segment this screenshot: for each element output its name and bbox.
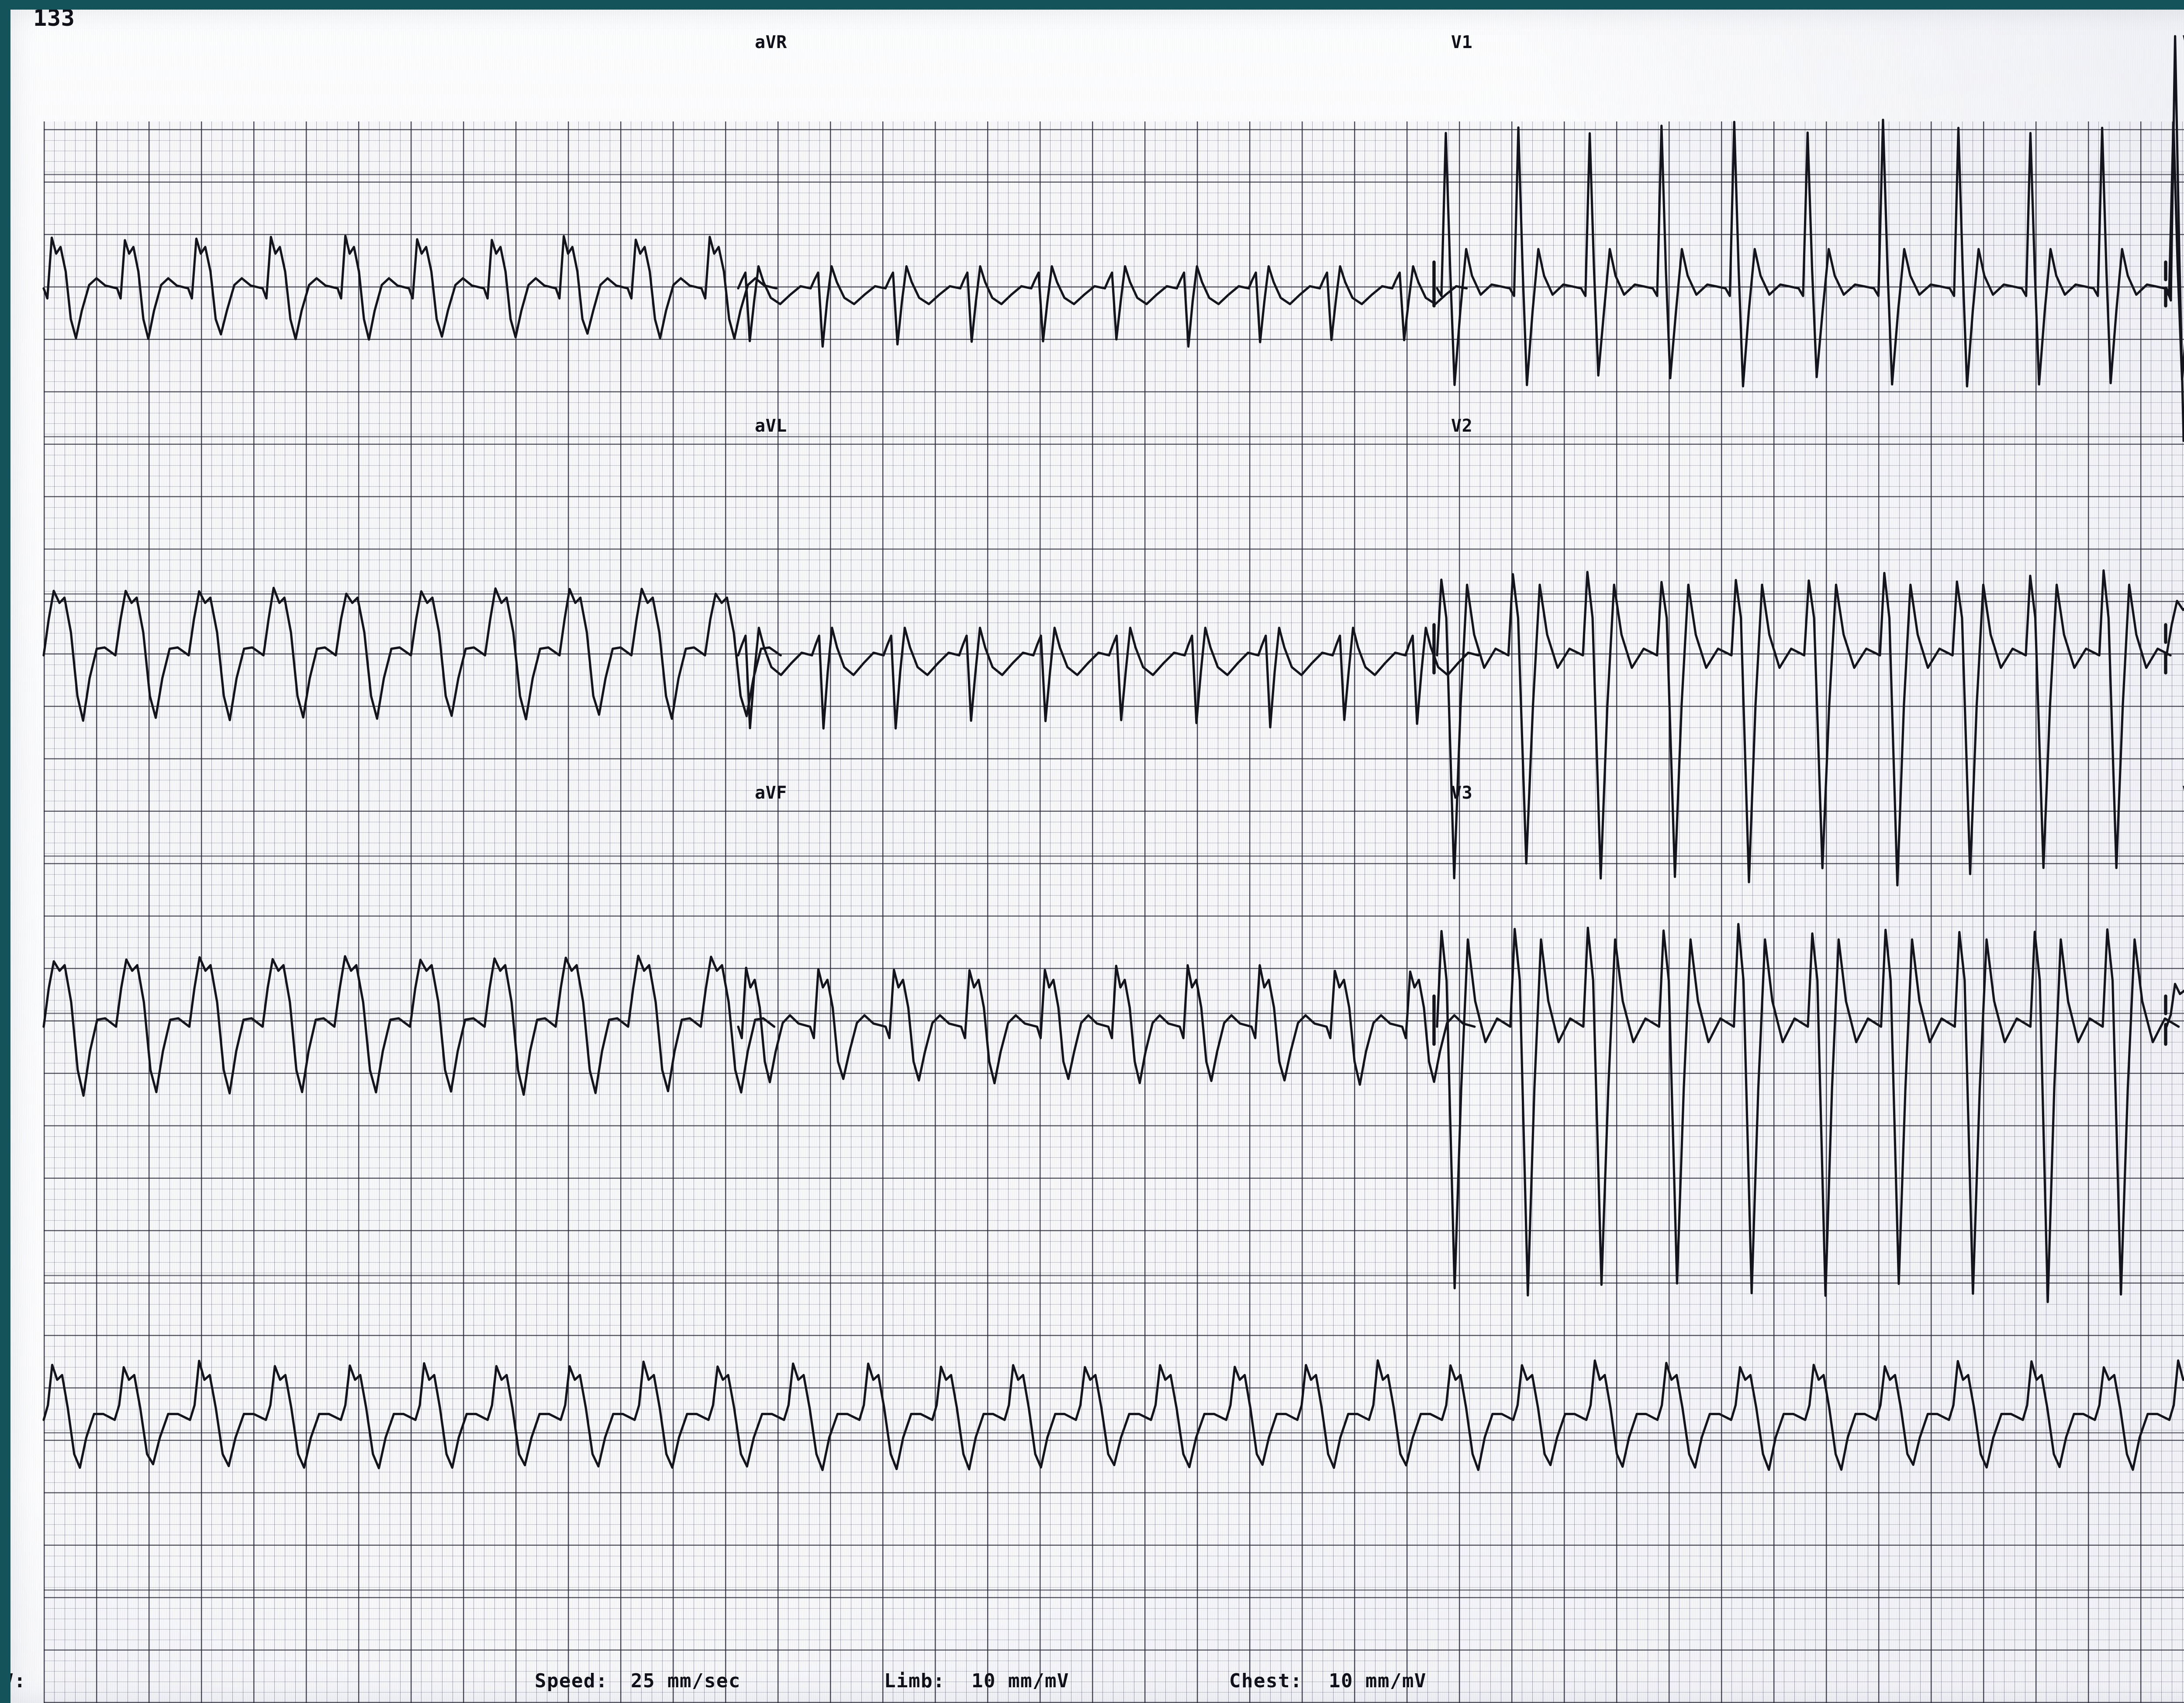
ecg-row-2 bbox=[42, 569, 2184, 886]
ecg-trace-rhythm bbox=[42, 1359, 2184, 1471]
ecg-grid bbox=[44, 121, 2184, 1703]
grid-baseline bbox=[44, 436, 2184, 437]
ecg-row-3 bbox=[42, 923, 2184, 1303]
grid-baseline bbox=[44, 593, 2184, 595]
lead-label-avf: aVF bbox=[755, 783, 787, 803]
lead-label-v1: V1 bbox=[1451, 32, 1473, 52]
lead-label-avr: aVR bbox=[755, 32, 787, 52]
grid-baseline bbox=[44, 1275, 2184, 1276]
footer-chest-label: Chest: bbox=[1229, 1670, 1303, 1692]
footer-speed-value: 25 mm/sec bbox=[631, 1670, 741, 1692]
ecg-trace-row2 bbox=[42, 569, 2184, 886]
grid-baseline bbox=[44, 174, 2184, 175]
ecg-trace-row3 bbox=[42, 923, 2184, 1303]
lead-label-v4: V4 bbox=[2182, 32, 2184, 52]
lead-label-v2: V2 bbox=[1451, 416, 1473, 436]
corner-label: V: bbox=[10, 1670, 26, 1692]
footer-limb-value: 10 mm/mV bbox=[971, 1670, 1069, 1692]
footer-limb-label: Limb: bbox=[884, 1670, 945, 1692]
grid-baseline bbox=[44, 1432, 2184, 1433]
grid-baseline bbox=[44, 855, 2184, 857]
footer-speed-label: Speed: bbox=[535, 1670, 608, 1692]
lead-label-v3: V3 bbox=[1451, 783, 1473, 803]
page-number: 133 bbox=[33, 10, 75, 31]
lead-label-avl: aVL bbox=[755, 416, 787, 436]
ecg-trace-row1 bbox=[42, 35, 2184, 442]
footer-chest-value: 10 mm/mV bbox=[1329, 1670, 1427, 1692]
ecg-row-1 bbox=[42, 35, 2184, 442]
lead-label-v6: V6 bbox=[2182, 783, 2184, 803]
ecg-row-4-rhythm bbox=[42, 1359, 2184, 1471]
grid-baseline bbox=[44, 1589, 2184, 1591]
